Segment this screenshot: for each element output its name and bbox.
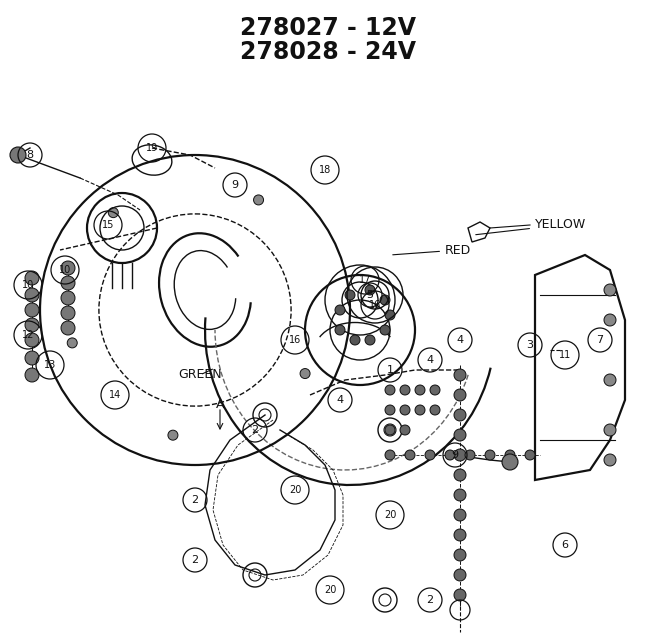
Text: 20: 20: [324, 585, 336, 595]
Circle shape: [168, 430, 178, 440]
Circle shape: [300, 369, 310, 378]
Circle shape: [400, 425, 410, 435]
Circle shape: [454, 449, 466, 461]
Circle shape: [25, 271, 39, 285]
Circle shape: [604, 454, 616, 466]
Circle shape: [365, 335, 375, 345]
Circle shape: [445, 450, 455, 460]
Circle shape: [25, 368, 39, 382]
Text: 9: 9: [451, 450, 458, 460]
Circle shape: [25, 288, 39, 302]
Text: 12: 12: [22, 330, 34, 340]
Text: 11: 11: [559, 350, 571, 360]
Text: 4: 4: [457, 335, 464, 345]
Circle shape: [454, 389, 466, 401]
Text: GREEN: GREEN: [178, 369, 221, 382]
Circle shape: [454, 469, 466, 481]
Text: 15: 15: [102, 220, 114, 230]
Circle shape: [365, 285, 375, 295]
Circle shape: [385, 425, 395, 435]
Text: 20: 20: [384, 510, 396, 520]
Circle shape: [61, 261, 75, 275]
Circle shape: [465, 450, 475, 460]
Circle shape: [10, 147, 26, 163]
Circle shape: [335, 325, 345, 335]
Circle shape: [604, 284, 616, 296]
Circle shape: [61, 321, 75, 335]
Circle shape: [430, 385, 440, 395]
Text: 4: 4: [426, 355, 434, 365]
Circle shape: [61, 291, 75, 305]
Text: 6: 6: [561, 540, 569, 550]
Circle shape: [454, 489, 466, 501]
Text: 10: 10: [59, 265, 71, 275]
Text: 19: 19: [146, 143, 158, 153]
Circle shape: [405, 450, 415, 460]
Circle shape: [454, 409, 466, 421]
Circle shape: [454, 569, 466, 581]
Text: 16: 16: [289, 335, 301, 345]
Circle shape: [525, 450, 535, 460]
Circle shape: [485, 450, 495, 460]
Circle shape: [454, 429, 466, 441]
Circle shape: [604, 374, 616, 386]
Text: 8: 8: [26, 150, 33, 160]
Circle shape: [454, 369, 466, 381]
Text: YELLOW: YELLOW: [476, 218, 586, 235]
Text: 2: 2: [191, 555, 198, 565]
Circle shape: [108, 207, 119, 218]
Circle shape: [604, 314, 616, 326]
Circle shape: [415, 405, 425, 415]
Circle shape: [25, 351, 39, 365]
Text: 9: 9: [231, 180, 238, 190]
Circle shape: [385, 450, 395, 460]
Circle shape: [385, 310, 395, 320]
Circle shape: [454, 549, 466, 561]
Circle shape: [350, 335, 360, 345]
Circle shape: [380, 295, 390, 305]
Text: A: A: [215, 399, 224, 412]
Circle shape: [415, 385, 425, 395]
Text: 14: 14: [109, 390, 121, 400]
Circle shape: [454, 589, 466, 601]
Circle shape: [385, 405, 395, 415]
Text: 2: 2: [252, 425, 259, 435]
Text: 16: 16: [369, 300, 381, 310]
Circle shape: [380, 325, 390, 335]
Text: 278027 - 12V: 278027 - 12V: [240, 16, 415, 40]
Circle shape: [61, 276, 75, 290]
Text: 4: 4: [337, 395, 344, 405]
Circle shape: [454, 509, 466, 521]
Text: RED: RED: [393, 244, 471, 256]
Text: 278028 - 24V: 278028 - 24V: [240, 40, 415, 64]
Circle shape: [385, 385, 395, 395]
Circle shape: [25, 303, 39, 317]
Text: 5: 5: [367, 290, 373, 300]
Circle shape: [505, 450, 515, 460]
Text: 18: 18: [319, 165, 331, 175]
Text: 2: 2: [191, 495, 198, 505]
Circle shape: [400, 405, 410, 415]
Circle shape: [400, 385, 410, 395]
Circle shape: [430, 405, 440, 415]
Circle shape: [502, 454, 518, 470]
Circle shape: [454, 529, 466, 541]
Circle shape: [253, 195, 263, 205]
Circle shape: [425, 450, 435, 460]
Text: 7: 7: [597, 335, 603, 345]
Text: 20: 20: [289, 485, 301, 495]
Text: 3: 3: [527, 340, 534, 350]
Circle shape: [61, 306, 75, 320]
Text: 10: 10: [22, 280, 34, 290]
Text: 1: 1: [386, 365, 394, 375]
Circle shape: [345, 290, 355, 300]
Text: 2: 2: [426, 595, 434, 605]
Text: 13: 13: [44, 360, 56, 370]
Circle shape: [67, 338, 77, 348]
Circle shape: [604, 424, 616, 436]
Circle shape: [335, 305, 345, 315]
Circle shape: [25, 318, 39, 332]
Circle shape: [25, 333, 39, 347]
Text: 17: 17: [359, 275, 371, 285]
